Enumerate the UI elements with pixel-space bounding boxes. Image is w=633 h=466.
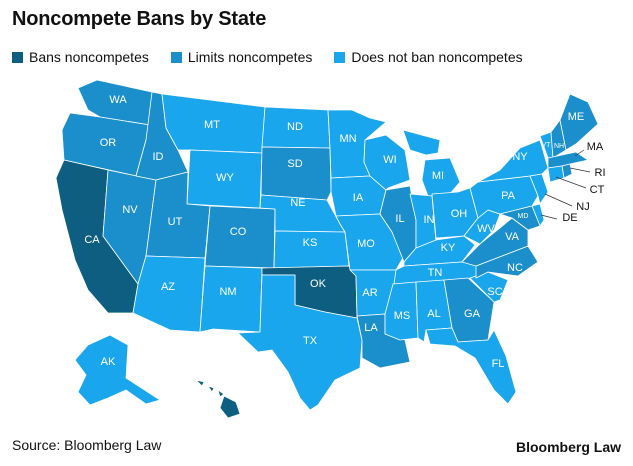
state-hi (195, 379, 241, 419)
state-label-md: MD (518, 213, 529, 220)
state-ct (547, 165, 565, 183)
state-label-wi: WI (383, 154, 396, 166)
state-label-mt: MT (204, 119, 220, 131)
state-label-nv: NV (122, 204, 138, 216)
state-label-nd: ND (287, 121, 303, 133)
leader-line-de (540, 214, 558, 220)
legend-item-limit: Limits noncompetes (170, 49, 313, 65)
leader-line-ma (574, 149, 585, 157)
state-label-wy: WY (216, 172, 234, 184)
state-az (132, 255, 206, 333)
state-label-il: IL (395, 213, 404, 225)
state-label-ak: AK (101, 356, 116, 368)
state-label-vt: VT (542, 142, 552, 149)
state-label-ok: OK (310, 278, 327, 290)
state-label-nm: NM (219, 286, 236, 298)
state-label-me: ME (568, 111, 585, 123)
legend-item-ban: Bans noncompetes (12, 49, 149, 65)
state-label-ks: KS (303, 237, 318, 249)
state-label-ar: AR (362, 287, 377, 299)
state-label-ny: NY (512, 151, 528, 163)
leader-line-ri (569, 167, 591, 173)
state-label-tn: TN (428, 267, 443, 279)
state-label-nh: NH (554, 143, 564, 150)
state-nj (529, 173, 549, 205)
state-wi (363, 134, 411, 191)
state-nm (199, 265, 263, 333)
legend-swatch-none (334, 51, 346, 63)
state-label-nc: NC (507, 262, 523, 274)
state-label-fl: FL (492, 358, 505, 370)
state-fl (425, 327, 517, 405)
state-label-wv: WV (477, 223, 495, 235)
state-md (499, 205, 541, 231)
state-label-co: CO (230, 226, 247, 238)
state-label-sc: SC (487, 286, 502, 298)
state-sd (260, 146, 332, 201)
state-label-mn: MN (339, 133, 356, 145)
state-label-ne: NE (290, 197, 305, 209)
state-label-mo: MO (357, 238, 375, 250)
state-label-ri: RI (595, 167, 606, 179)
state-label-or: OR (100, 137, 117, 149)
state-label-az: AZ (161, 281, 175, 293)
state-label-ct: CT (590, 184, 605, 196)
us-map-svg: WA OR CA NV ID MT WY UT AZ CO NM ND SD NE KS OK TX MN IA MO… (55, 79, 606, 419)
state-label-ut: UT (168, 216, 183, 228)
state-ak (74, 334, 161, 406)
state-label-in: IN (424, 214, 435, 226)
state-label-id: ID (153, 151, 164, 163)
state-me (559, 93, 599, 151)
legend-label-limit: Limits noncompetes (187, 49, 313, 65)
state-label-nj: NJ (576, 201, 589, 213)
state-tx (237, 274, 363, 411)
state-label-ma: MA (587, 141, 604, 153)
legend-item-none: Does not ban noncompetes (334, 49, 523, 65)
state-label-mi: MI (432, 170, 444, 182)
map-title: Noncompete Bans by State (12, 8, 267, 30)
state-label-pa: PA (501, 190, 516, 202)
state-label-ky: KY (441, 242, 456, 254)
state-label-tx: TX (303, 335, 318, 347)
legend-swatch-ban (12, 51, 23, 63)
state-label-ia: IA (353, 192, 364, 204)
state-label-oh: OH (451, 208, 468, 220)
source-note: Source: Bloomberg Law (12, 437, 162, 453)
legend: Bans noncompetes Limits noncompetes Does… (12, 49, 523, 65)
brand-logo: Bloomberg Law (515, 439, 621, 455)
leader-line-ct (555, 176, 587, 189)
state-label-la: LA (364, 322, 378, 334)
state-label-ga: GA (464, 308, 481, 320)
state-label-wa: WA (109, 94, 127, 106)
legend-label-none: Does not ban noncompetes (351, 49, 523, 65)
state-label-ms: MS (394, 310, 411, 322)
state-mi (402, 129, 461, 197)
state-label-ca: CA (84, 234, 100, 246)
state-label-sd: SD (287, 158, 302, 170)
us-map: WA OR CA NV ID MT WY UT AZ CO NM ND SD NE KS OK TX MN IA MO… (0, 72, 633, 427)
state-label-va: VA (505, 231, 520, 243)
legend-label-ban: Bans noncompetes (29, 49, 149, 65)
leader-line-nj (544, 193, 573, 207)
state-label-al: AL (427, 308, 440, 320)
legend-swatch-limit (170, 51, 182, 63)
state-label-de: DE (562, 212, 577, 224)
